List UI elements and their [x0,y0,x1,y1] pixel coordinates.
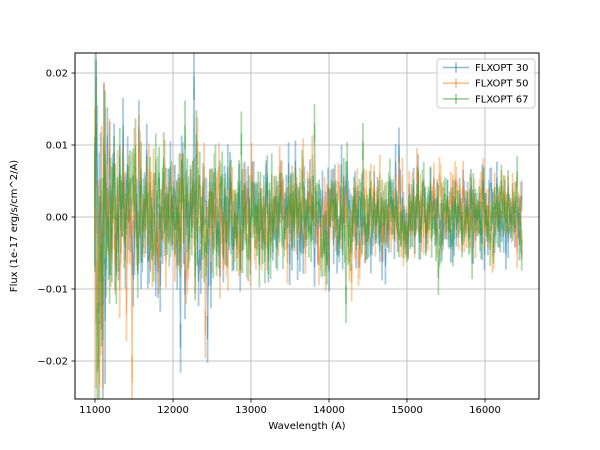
y-tick-label: −0.02 [37,356,68,367]
y-tick-label: −0.01 [37,284,68,295]
legend-box [436,58,536,109]
x-tick-label: 15000 [391,405,423,416]
x-tick-label: 16000 [469,405,501,416]
x-tick-label: 14000 [313,405,345,416]
x-tick-label: 11000 [79,405,111,416]
x-tick-label: 13000 [235,405,267,416]
legend-entry: FLXOPT 50 [443,78,528,90]
y-axis-label: Flux (1e-17 erg/s/cm^2/A) [9,160,20,292]
axes-frame [74,52,540,400]
legend-entry: FLXOPT 67 [443,93,528,105]
x-tick-label: 12000 [157,405,189,416]
series-line-flxopt-50 [94,140,523,385]
x-axis-label: Wavelength (A) [268,421,345,432]
legend-label: FLXOPT 67 [475,94,528,105]
y-tick-label: 0.02 [46,68,68,79]
tick-labels: 11000 12000 13000 14000 15000 16000 0.02 0.01 0.… [37,68,501,416]
legend-label: FLXOPT 50 [475,79,528,90]
legend-label: FLXOPT 30 [475,63,528,74]
y-tick-label: 0.01 [46,140,68,151]
legend: FLXOPT 30 FLXOPT 50 FLXOPT 67 [436,58,536,109]
tick-marks [71,72,486,403]
series-line-flxopt-67 [94,76,523,373]
legend-entry: FLXOPT 30 [443,62,528,74]
data-series-layer [94,53,523,399]
y-tick-label: 0.00 [46,212,68,223]
